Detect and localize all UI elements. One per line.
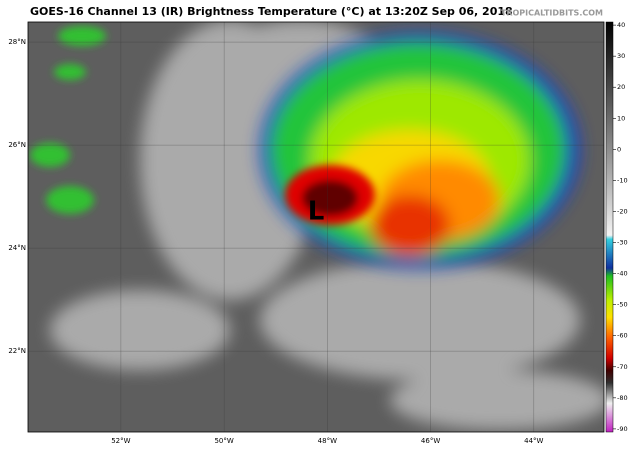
colorbar-tick-label: -80 (617, 394, 628, 402)
title: GOES-16 Channel 13 (IR) Brightness Tempe… (30, 5, 513, 18)
lon-label: 46°W (421, 437, 440, 445)
lon-label: 50°W (214, 437, 233, 445)
colorbar-tick-label: 10 (617, 114, 625, 122)
lon-label: 48°W (318, 437, 337, 445)
lat-label: 26°N (8, 141, 26, 149)
colorbar-tick-label: -40 (617, 270, 628, 278)
lat-label: 24°N (8, 244, 26, 252)
colorbar-tick-label: 20 (617, 83, 625, 91)
lon-label: 52°W (111, 437, 130, 445)
colorbar-tick-label: 0 (617, 145, 621, 153)
lon-label: 44°W (524, 437, 543, 445)
colorbar-tick-label: -30 (617, 239, 628, 247)
satellite-image (28, 22, 604, 432)
map-frame (27, 21, 605, 433)
lat-label: 28°N (8, 38, 26, 46)
colorbar-tick-label: 30 (617, 52, 625, 60)
colorbar-tick-label: -20 (617, 207, 628, 215)
low-marker: L (308, 197, 325, 227)
colorbar-tick-label: -70 (617, 363, 628, 371)
colorbar-tick-label: -60 (617, 332, 628, 340)
colorbar (605, 21, 614, 433)
colorbar-tick-label: -90 (617, 425, 628, 433)
colorbar-tick-label: -50 (617, 301, 628, 309)
colorbar-tick-label: -10 (617, 176, 628, 184)
graticule (28, 22, 604, 432)
lat-label: 22°N (8, 347, 26, 355)
colorbar-tick-label: 40 (617, 21, 625, 29)
watermark: TROPICALTIDBITS.COM (501, 9, 603, 18)
